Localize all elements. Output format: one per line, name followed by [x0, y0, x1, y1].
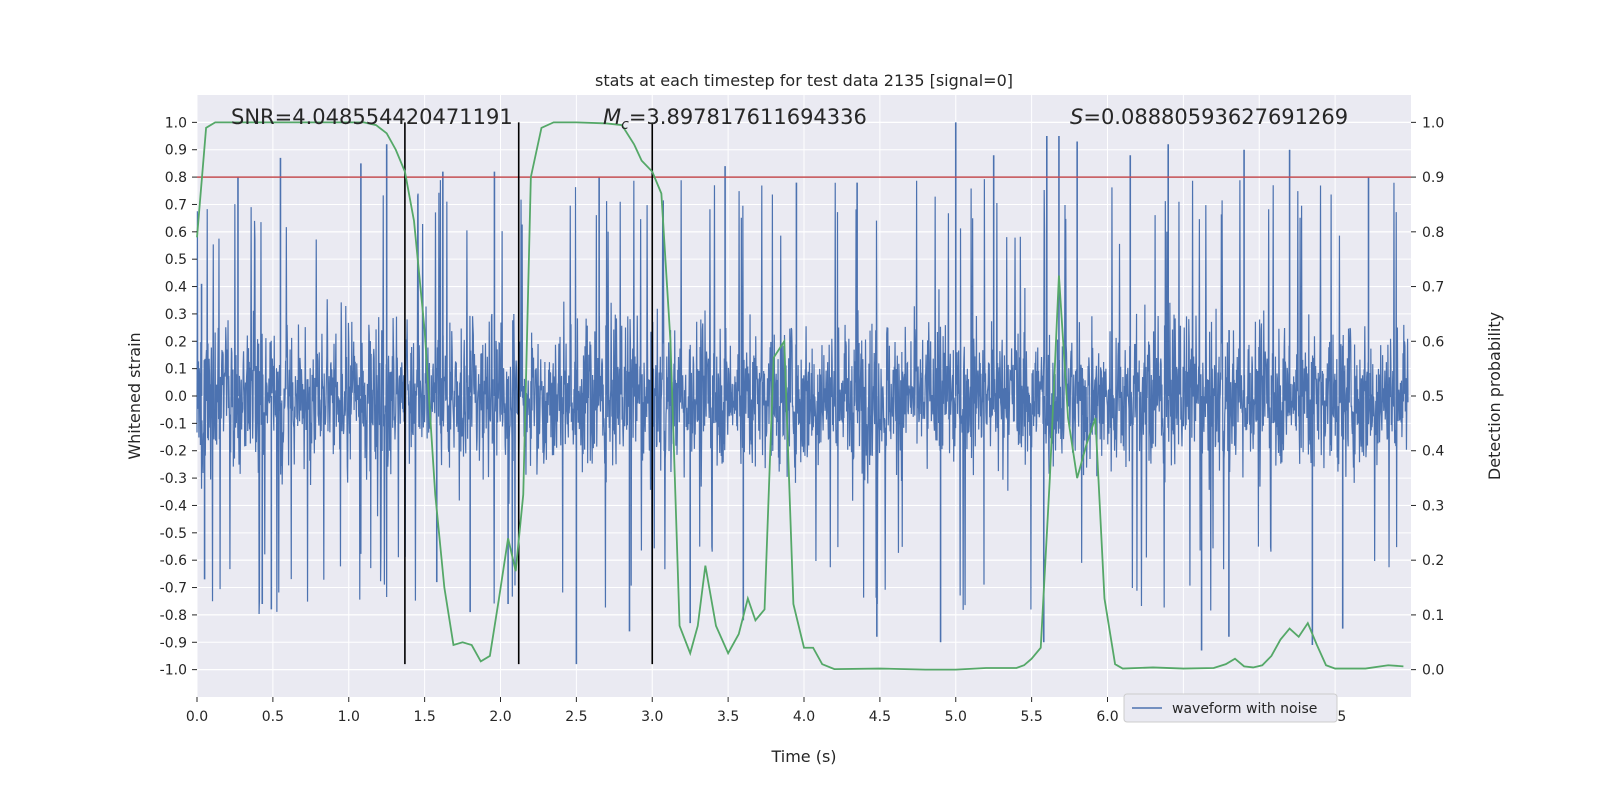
- y-tick-label: -0.1: [160, 416, 187, 432]
- y-tick-label: 0.6: [165, 225, 187, 241]
- y-tick-label: -0.7: [160, 581, 187, 597]
- y-tick-label: 0.5: [165, 252, 187, 268]
- y-tick-label: 0.2: [165, 334, 187, 350]
- y-tick-label: -0.3: [160, 471, 187, 487]
- legend-label: waveform with noise: [1172, 701, 1317, 717]
- y2-tick-label: 0.9: [1422, 170, 1444, 186]
- tick-labels: 0.00.51.01.52.02.53.03.54.04.55.05.56.06…: [160, 115, 1445, 725]
- legend-box: [1123, 693, 1338, 723]
- x-tick-label: 1.5: [413, 709, 435, 725]
- y2-tick-label: 0.6: [1422, 334, 1444, 350]
- chart-title: stats at each timestep for test data 213…: [595, 71, 1013, 90]
- snr-annotation: SNR=4.048554420471191: [231, 105, 513, 129]
- y-tick-label: -0.8: [160, 608, 187, 624]
- y2-axis-title: Detection probability: [1485, 312, 1504, 480]
- y-tick-label: 0.9: [165, 143, 187, 159]
- y-tick-label: 0.7: [165, 197, 187, 213]
- x-tick-label: 0.0: [186, 709, 208, 725]
- y-tick-label: 1.0: [165, 115, 187, 131]
- y2-tick-label: 0.2: [1422, 553, 1444, 569]
- y-tick-label: 0.1: [165, 362, 187, 378]
- y2-tick-label: 1.0: [1422, 115, 1444, 131]
- y-tick-label: -0.6: [160, 553, 187, 569]
- y2-tick-label: 0.1: [1422, 608, 1444, 624]
- x-tick-label: 1.0: [338, 709, 360, 725]
- y2-tick-label: 0.7: [1422, 280, 1444, 296]
- x-tick-label: 2.0: [489, 709, 511, 725]
- y-tick-label: 0.4: [165, 280, 187, 296]
- y-tick-label: -0.4: [160, 498, 187, 514]
- x-tick-label: 5.0: [945, 709, 967, 725]
- detection-probability-line: [196, 121, 1404, 671]
- y2-tick-label: 0.4: [1422, 444, 1444, 460]
- y-tick-label: -0.5: [160, 526, 187, 542]
- strain-series: [196, 122, 1409, 665]
- reference-lines: [197, 122, 1411, 665]
- x-tick-label: 3.5: [717, 709, 739, 725]
- y2-tick-label: 0.5: [1422, 389, 1444, 405]
- probability-series: [196, 121, 1404, 671]
- x-tick-label: 6.0: [1096, 709, 1118, 725]
- chirp-mass-annotation: Mc=3.897817611694336: [603, 105, 867, 133]
- y-tick-label: 0.0: [165, 389, 187, 405]
- y2-tick-label: 0.8: [1422, 225, 1444, 241]
- strain-noise-line: [196, 179, 1409, 615]
- x-tick-label: 3.0: [641, 709, 663, 725]
- x-tick-label: 5.5: [1020, 709, 1042, 725]
- x-axis-title: Time (s): [770, 747, 836, 766]
- x-tick-label: 0.5: [262, 709, 284, 725]
- y-tick-label: -0.9: [160, 635, 187, 651]
- y-axis-title: Whitened strain: [125, 332, 144, 459]
- y-tick-label: -0.2: [160, 444, 187, 460]
- x-tick-label: 4.0: [793, 709, 815, 725]
- y-tick-label: 0.3: [165, 307, 187, 323]
- x-tick-label: 4.5: [869, 709, 891, 725]
- y-tick-label: 0.8: [165, 170, 187, 186]
- y-tick-label: -1.0: [160, 663, 187, 679]
- x-tick-label: 2.5: [565, 709, 587, 725]
- y2-tick-label: 0.0: [1422, 663, 1444, 679]
- s-annotation: S=0.08880593627691269: [1070, 105, 1348, 129]
- y2-tick-label: 0.3: [1422, 498, 1444, 514]
- legend: waveform with noise: [1123, 693, 1338, 723]
